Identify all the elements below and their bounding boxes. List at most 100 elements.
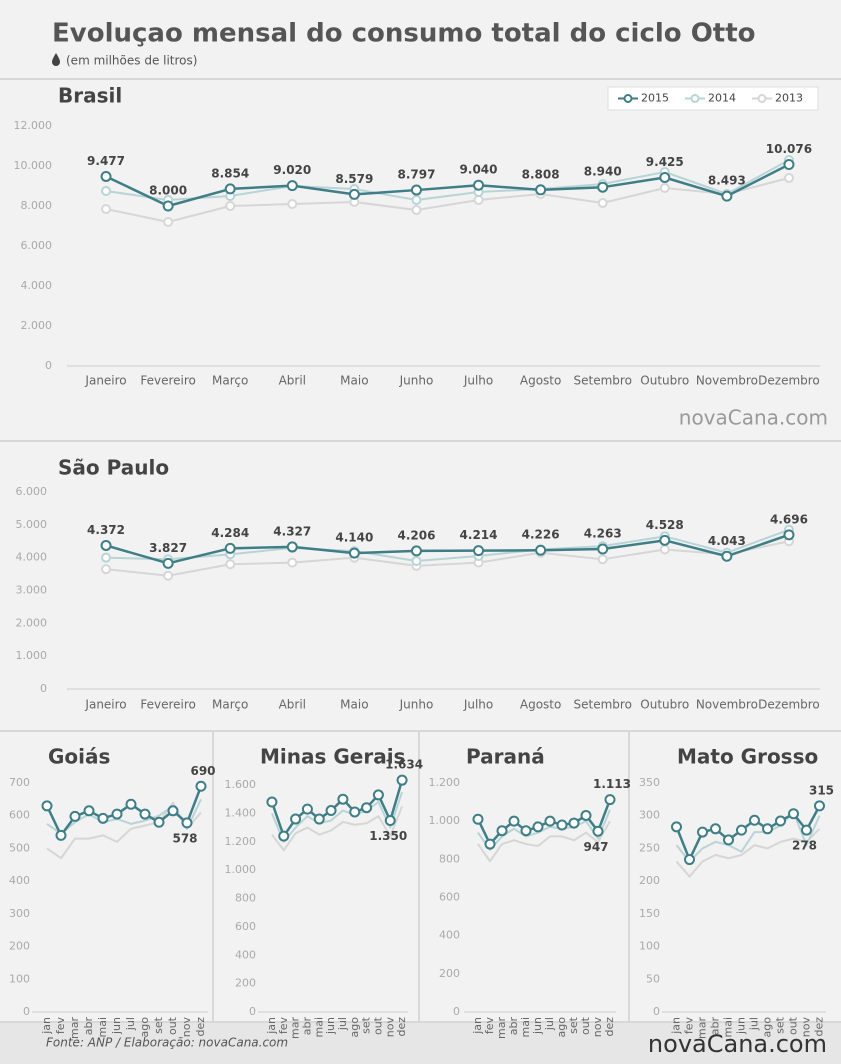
y-tick-label: 1.000	[16, 649, 48, 662]
point	[592, 825, 604, 837]
point	[100, 170, 112, 182]
x-tick-label: nov	[383, 1017, 396, 1038]
x-tick-label: Janeiro	[84, 698, 126, 712]
page-subtitle: (em milhões de litros)	[66, 54, 197, 68]
value-label: 8.000	[149, 184, 187, 198]
x-tick-label: Dezembro	[758, 374, 820, 388]
y-tick-label: 3.000	[16, 584, 48, 597]
x-tick-label: jan	[40, 1017, 53, 1035]
x-tick-label: Março	[212, 698, 248, 712]
x-tick-label: abr	[300, 1017, 313, 1036]
point	[580, 809, 592, 821]
x-tick-label: fev	[483, 1017, 496, 1035]
footer-bg	[0, 1022, 841, 1064]
value-label: 4.327	[273, 524, 311, 538]
y-tick-label: 1.000	[429, 814, 461, 827]
x-tick-label: dez	[603, 1017, 616, 1037]
x-tick-label: Janeiro	[84, 374, 126, 388]
x-tick-label: Fevereiro	[140, 698, 196, 712]
series-line	[105, 540, 790, 577]
y-tick-label: 300	[639, 809, 660, 822]
x-tick-label: jun	[110, 1017, 123, 1035]
x-tick-label: Agosto	[520, 698, 561, 712]
x-tick-label: jun	[324, 1017, 337, 1035]
y-tick-label: 400	[9, 874, 30, 887]
legend-marker	[757, 94, 767, 103]
y-tick-label: 5.000	[16, 518, 48, 531]
point	[361, 802, 373, 814]
y-tick-label: 400	[439, 929, 460, 942]
y-tick-label: 200	[439, 967, 460, 980]
x-tick-label: fev	[683, 1017, 696, 1035]
y-tick-label: 1.200	[225, 835, 257, 848]
x-tick-label: dez	[395, 1017, 408, 1037]
y-tick-label: 10.000	[14, 159, 53, 172]
value-label: 4.263	[584, 527, 622, 541]
x-tick-label: Maio	[340, 698, 368, 712]
x-tick-label: set	[567, 1016, 580, 1033]
point	[287, 557, 298, 568]
point	[153, 816, 165, 828]
x-tick-label: Setembro	[574, 374, 632, 388]
point	[684, 854, 695, 866]
y-tick-label: 4.000	[21, 279, 53, 292]
point	[163, 217, 174, 227]
x-tick-label: set	[360, 1016, 373, 1033]
x-tick-label: Abril	[279, 374, 306, 388]
value-label: 9.040	[460, 163, 498, 177]
y-tick-label: 600	[235, 920, 256, 933]
point	[659, 544, 670, 555]
x-tick-label: Junho	[399, 374, 434, 388]
x-tick-label: Dezembro	[758, 698, 820, 712]
x-tick-label: jul	[543, 1017, 556, 1031]
point	[348, 547, 360, 559]
value-label: 578	[172, 831, 197, 845]
point	[101, 186, 112, 196]
point	[101, 564, 112, 575]
x-tick-label: mar	[495, 1017, 508, 1039]
point	[162, 557, 174, 569]
value-label: 8.808	[522, 167, 560, 181]
series-line	[477, 809, 611, 851]
y-tick-label: 400	[235, 948, 256, 961]
x-tick-label: Setembro	[574, 698, 632, 712]
point	[139, 808, 151, 820]
page-title: Evoluçao mensal do consumo total do cicl…	[52, 19, 756, 49]
x-tick-label: Julho	[463, 374, 493, 388]
point	[101, 552, 112, 563]
legend-label: 2014	[708, 92, 736, 105]
point	[266, 796, 278, 808]
chart-title: São Paulo	[58, 456, 169, 480]
point	[597, 198, 608, 208]
chart-title: Minas Gerais	[260, 745, 405, 769]
point	[348, 188, 360, 200]
point	[775, 815, 786, 827]
x-tick-label: jan	[670, 1017, 683, 1035]
y-tick-label: 0	[45, 359, 52, 372]
point	[167, 805, 179, 817]
x-tick-label: out	[371, 1016, 384, 1035]
point	[535, 184, 547, 196]
point	[111, 808, 123, 820]
x-tick-label: jan	[471, 1017, 484, 1035]
x-tick-label: ago	[348, 1017, 361, 1038]
x-tick-label: dez	[194, 1017, 207, 1037]
x-tick-label: jun	[735, 1017, 748, 1035]
value-label: 4.372	[87, 523, 125, 537]
x-tick-label: jul	[336, 1017, 349, 1031]
y-tick-label: 800	[235, 892, 256, 905]
x-tick-label: Março	[212, 374, 248, 388]
point	[814, 800, 825, 812]
y-tick-label: 1.000	[225, 863, 257, 876]
x-tick-label: mai	[96, 1017, 109, 1038]
y-tick-label: 350	[639, 776, 660, 789]
point	[411, 555, 422, 566]
point	[473, 545, 485, 557]
x-tick-label: Novembro	[696, 374, 758, 388]
y-tick-label: 800	[439, 852, 460, 865]
value-label: 4.528	[646, 518, 684, 532]
point	[721, 550, 733, 562]
point	[181, 817, 193, 829]
y-tick-label: 600	[439, 891, 460, 904]
